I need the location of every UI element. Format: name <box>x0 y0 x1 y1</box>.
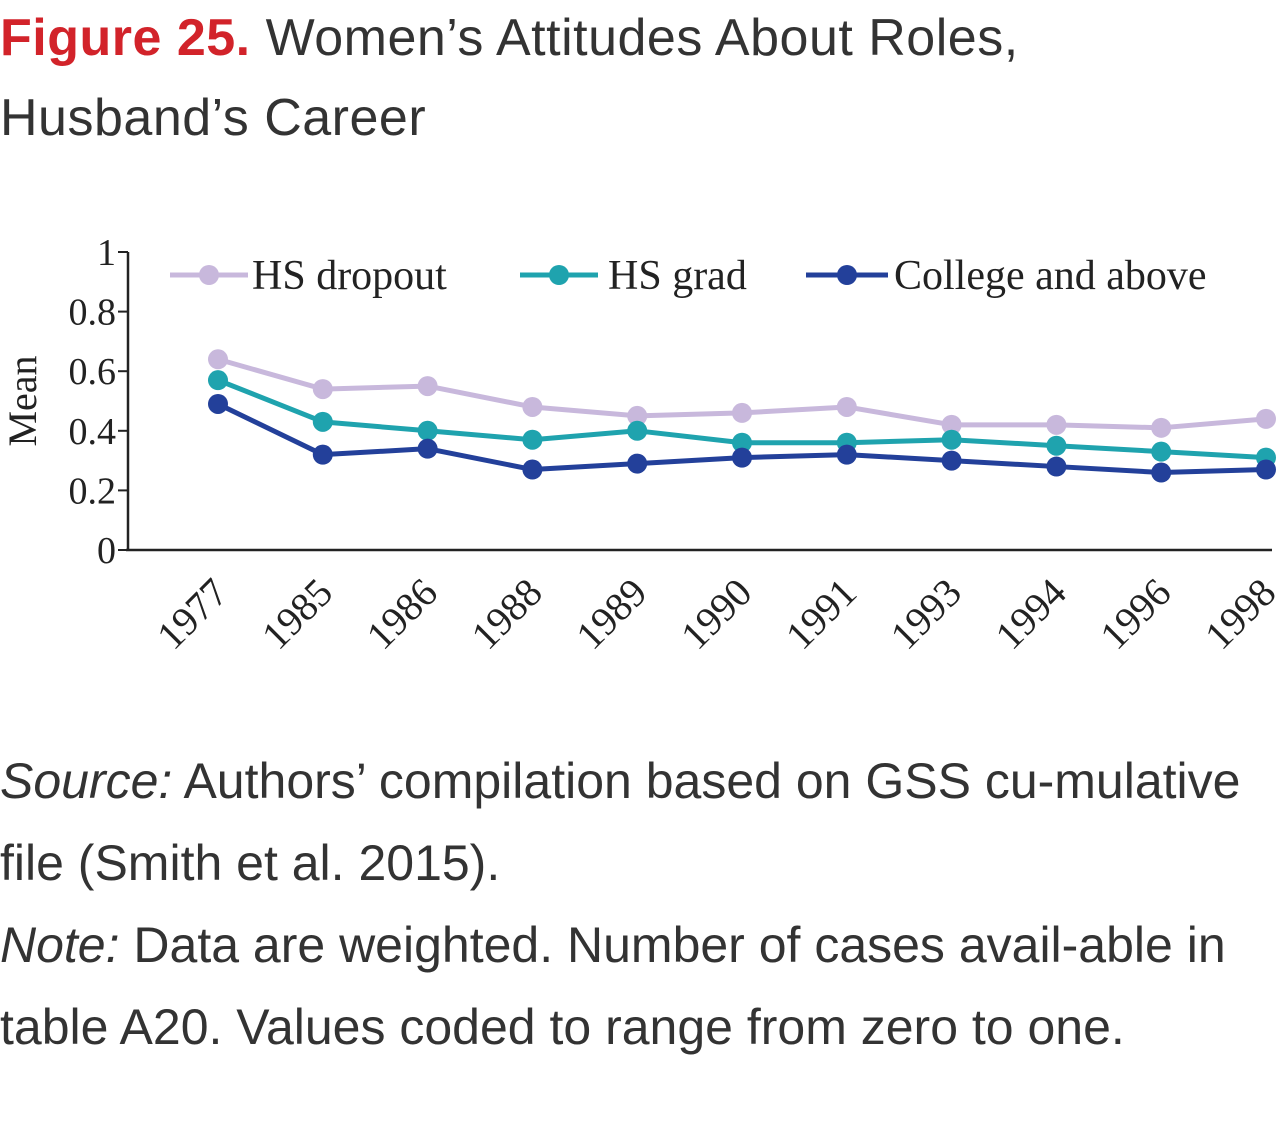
figure-title: Figure 25. Women’s Attitudes About Roles… <box>0 0 1270 158</box>
data-point <box>941 414 962 435</box>
data-note: Note: Data are weighted. Number of cases… <box>0 904 1270 1068</box>
data-point <box>417 438 438 459</box>
series-hs-dropout <box>208 349 1276 438</box>
data-point <box>522 429 543 450</box>
x-tick-label: 1990 <box>672 570 760 658</box>
data-point <box>732 402 752 423</box>
data-point <box>1046 435 1067 456</box>
legend-label: HS dropout <box>252 253 447 299</box>
data-point <box>417 420 438 441</box>
source-text: Authors’ compilation based on GSS cu-mul… <box>0 753 1241 891</box>
data-point <box>732 447 752 468</box>
note-text: Data are weighted. Number of cases avail… <box>0 917 1226 1055</box>
data-point <box>627 453 648 474</box>
data-point <box>208 393 228 414</box>
data-point <box>836 444 857 465</box>
figure-notes: Source: Authors’ compilation based on GS… <box>0 740 1270 1068</box>
x-tick-label: 1988 <box>462 570 550 658</box>
data-point <box>941 429 962 450</box>
data-point <box>312 411 333 432</box>
x-tick-label: 1986 <box>358 570 446 658</box>
legend-swatch-marker <box>837 265 857 285</box>
x-tick-label: 1998 <box>1196 570 1280 658</box>
data-point <box>1151 417 1172 438</box>
x-tick-label: 1985 <box>253 570 341 658</box>
data-point <box>1151 462 1172 483</box>
data-point <box>208 349 228 370</box>
data-point <box>627 420 648 441</box>
figure-title-text: Women’s Attitudes About Roles, Husband’s… <box>0 9 1019 147</box>
data-point <box>208 370 228 391</box>
note-label: Note: <box>0 917 120 973</box>
data-point <box>1256 408 1276 429</box>
y-tick-label: 0.2 <box>69 470 117 512</box>
data-point <box>1151 441 1172 462</box>
data-point <box>1256 459 1276 480</box>
legend-label: College and above <box>894 253 1207 299</box>
data-point <box>836 396 857 417</box>
data-point <box>627 405 648 426</box>
data-point <box>312 444 333 465</box>
y-tick-label: 0.6 <box>69 351 117 393</box>
x-tick-label: 1977 <box>148 570 236 658</box>
legend-swatch-marker <box>199 265 219 285</box>
x-tick-label: 1989 <box>567 570 655 658</box>
series-hs-grad <box>208 370 1276 468</box>
x-tick-label: 1991 <box>777 570 865 658</box>
x-tick-label: 1996 <box>1091 570 1179 658</box>
y-tick-label: 1 <box>97 232 116 274</box>
legend-swatch-marker <box>549 265 569 285</box>
data-point <box>417 376 438 397</box>
data-point <box>522 396 543 417</box>
data-point <box>312 379 333 400</box>
data-point <box>1046 414 1067 435</box>
y-axis-title: Mean <box>0 355 45 446</box>
data-point <box>732 432 752 453</box>
x-tick-label: 1993 <box>882 570 970 658</box>
data-point <box>522 459 543 480</box>
y-tick-label: 0.4 <box>69 411 117 453</box>
series-college-and-above <box>208 393 1276 483</box>
x-tick-label: 1994 <box>986 570 1074 658</box>
legend-label: HS grad <box>608 253 747 299</box>
source-label: Source: <box>0 753 173 809</box>
y-tick-label: 0 <box>97 530 116 572</box>
source-note: Source: Authors’ compilation based on GS… <box>0 740 1270 904</box>
data-point <box>1046 456 1067 477</box>
y-tick-label: 0.8 <box>69 292 117 334</box>
data-point <box>941 450 962 471</box>
figure-label: Figure 25. <box>0 9 251 67</box>
